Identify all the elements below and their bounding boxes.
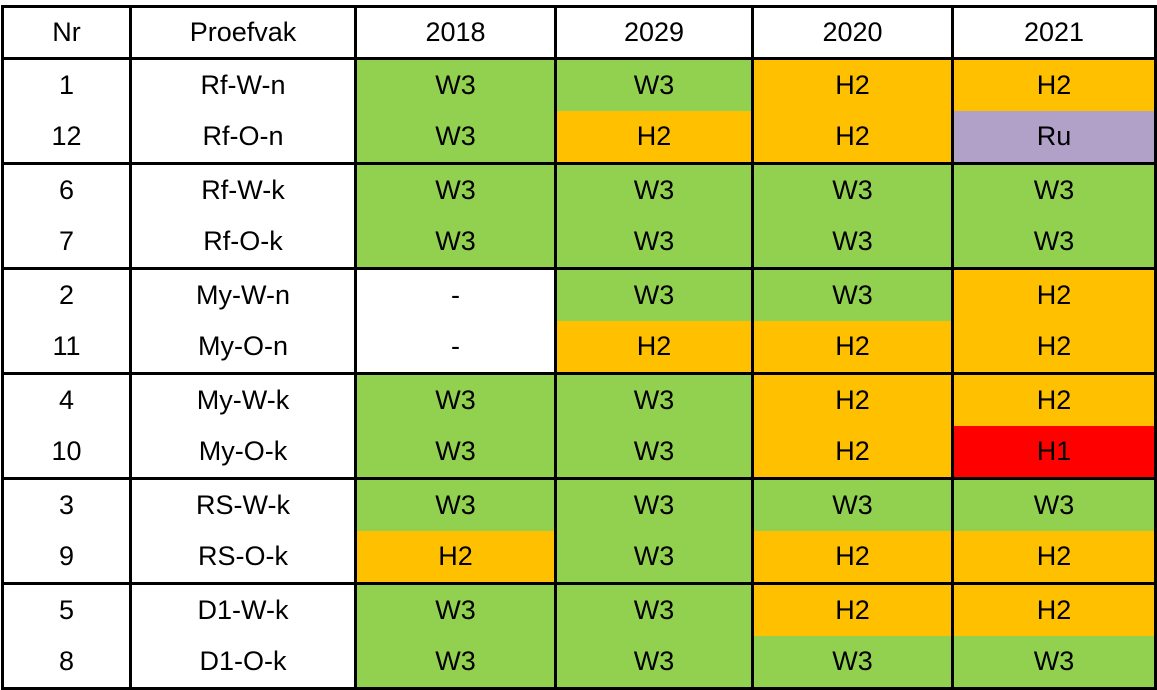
value-cell-2018: W3	[354, 216, 557, 269]
value-cell-2029: W3	[554, 267, 754, 321]
value-cell-2029: H2	[554, 321, 754, 374]
value-cell-2029: W3	[554, 477, 754, 531]
value-cell-2020: H2	[751, 372, 954, 426]
proefvak-cell: Rf-O-n	[129, 111, 357, 164]
header-proefvak: Proefvak	[129, 5, 357, 60]
proefvak-cell: Rf-O-k	[129, 216, 357, 269]
table-row: 12 Rf-O-n W3 H2 H2 Ru	[1, 111, 1157, 164]
table-row: 11 My-O-n - H2 H2 H2	[1, 321, 1157, 374]
value-cell-2020: H2	[751, 426, 954, 479]
proefvak-table: Nr Proefvak 2018 2029 2020 2021 1 Rf-W-n W…	[1, 5, 1157, 690]
value-cell-2021: H2	[951, 267, 1157, 321]
value-cell-2029: W3	[554, 636, 754, 690]
value-cell-2020: H2	[751, 531, 954, 584]
value-cell-2018: W3	[354, 162, 557, 216]
header-2020: 2020	[751, 5, 954, 60]
nr-cell: 3	[1, 477, 132, 531]
proefvak-cell: My-O-k	[129, 426, 357, 479]
value-cell-2021: H2	[951, 321, 1157, 374]
value-cell-2029: W3	[554, 57, 754, 111]
value-cell-2020: H2	[751, 111, 954, 164]
value-cell-2029: W3	[554, 426, 754, 479]
value-cell-2018: W3	[354, 372, 557, 426]
value-cell-2029: W3	[554, 582, 754, 636]
value-cell-2020: H2	[751, 57, 954, 111]
value-cell-2018: W3	[354, 477, 557, 531]
table-row: 10 My-O-k W3 W3 H2 H1	[1, 426, 1157, 479]
nr-cell: 10	[1, 426, 132, 479]
value-cell-2018: W3	[354, 636, 557, 690]
value-cell-2020: W3	[751, 477, 954, 531]
value-cell-2018: W3	[354, 426, 557, 479]
value-cell-2021: W3	[951, 162, 1157, 216]
nr-cell: 7	[1, 216, 132, 269]
proefvak-cell: My-W-k	[129, 372, 357, 426]
table-row: 5 D1-W-k W3 W3 H2 H2	[1, 582, 1157, 636]
header-2021: 2021	[951, 5, 1157, 60]
proefvak-cell: D1-W-k	[129, 582, 357, 636]
value-cell-2018: W3	[354, 582, 557, 636]
nr-cell: 1	[1, 57, 132, 111]
nr-cell: 4	[1, 372, 132, 426]
proefvak-cell: Rf-W-k	[129, 162, 357, 216]
value-cell-2020: H2	[751, 582, 954, 636]
nr-cell: 12	[1, 111, 132, 164]
value-cell-2021: H2	[951, 57, 1157, 111]
value-cell-2029: H2	[554, 111, 754, 164]
table-row: 3 RS-W-k W3 W3 W3 W3	[1, 477, 1157, 531]
header-nr: Nr	[1, 5, 132, 60]
nr-cell: 9	[1, 531, 132, 584]
value-cell-2029: W3	[554, 162, 754, 216]
header-2018: 2018	[354, 5, 557, 60]
value-cell-2020: W3	[751, 216, 954, 269]
value-cell-2018: -	[354, 267, 557, 321]
value-cell-2021: Ru	[951, 111, 1157, 164]
proefvak-cell: RS-O-k	[129, 531, 357, 584]
value-cell-2029: W3	[554, 216, 754, 269]
value-cell-2021: H2	[951, 582, 1157, 636]
nr-cell: 11	[1, 321, 132, 374]
value-cell-2018: -	[354, 321, 557, 374]
value-cell-2021: W3	[951, 216, 1157, 269]
value-cell-2021: H2	[951, 531, 1157, 584]
proefvak-cell: My-W-n	[129, 267, 357, 321]
nr-cell: 2	[1, 267, 132, 321]
table-row: 7 Rf-O-k W3 W3 W3 W3	[1, 216, 1157, 269]
value-cell-2021: W3	[951, 636, 1157, 690]
proefvak-cell: D1-O-k	[129, 636, 357, 690]
table-row: 8 D1-O-k W3 W3 W3 W3	[1, 636, 1157, 690]
value-cell-2021: H2	[951, 372, 1157, 426]
header-row: Nr Proefvak 2018 2029 2020 2021	[1, 5, 1157, 60]
value-cell-2018: W3	[354, 111, 557, 164]
nr-cell: 6	[1, 162, 132, 216]
value-cell-2018: W3	[354, 57, 557, 111]
value-cell-2029: W3	[554, 531, 754, 584]
proefvak-cell: RS-W-k	[129, 477, 357, 531]
value-cell-2020: W3	[751, 267, 954, 321]
proefvak-cell: Rf-W-n	[129, 57, 357, 111]
table-row: 6 Rf-W-k W3 W3 W3 W3	[1, 162, 1157, 216]
table-row: 4 My-W-k W3 W3 H2 H2	[1, 372, 1157, 426]
header-2029: 2029	[554, 5, 754, 60]
value-cell-2020: W3	[751, 162, 954, 216]
value-cell-2018: H2	[354, 531, 557, 584]
value-cell-2029: W3	[554, 372, 754, 426]
proefvak-cell: My-O-n	[129, 321, 357, 374]
nr-cell: 5	[1, 582, 132, 636]
value-cell-2021: H1	[951, 426, 1157, 479]
table-row: 1 Rf-W-n W3 W3 H2 H2	[1, 57, 1157, 111]
value-cell-2020: W3	[751, 636, 954, 690]
value-cell-2020: H2	[751, 321, 954, 374]
table-row: 9 RS-O-k H2 W3 H2 H2	[1, 531, 1157, 584]
value-cell-2021: W3	[951, 477, 1157, 531]
nr-cell: 8	[1, 636, 132, 690]
table-row: 2 My-W-n - W3 W3 H2	[1, 267, 1157, 321]
